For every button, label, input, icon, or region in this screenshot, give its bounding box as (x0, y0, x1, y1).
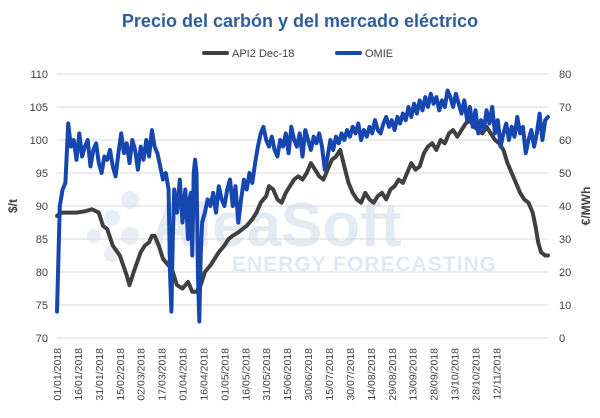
x-tick: 16/01/2018 (73, 348, 85, 401)
watermark-subtitle: ENERGY FORECASTING (232, 253, 497, 276)
x-tick: 28/09/2018 (429, 348, 441, 401)
x-tick: 17/03/2018 (157, 348, 169, 401)
y-tick-left: 80 (36, 267, 48, 279)
y-tick-right: 30 (559, 234, 571, 246)
series-line-api2 (55, 118, 550, 294)
x-tick: 13/09/2018 (408, 348, 420, 401)
series-line-omie (55, 88, 550, 324)
x-tick: 01/01/2018 (52, 348, 64, 401)
x-tick: 01/05/2018 (219, 348, 231, 401)
x-tick: 12/11/2018 (491, 348, 503, 400)
x-tick: 15/02/2018 (115, 348, 127, 401)
y-tick-left: 105 (30, 102, 48, 114)
legend-label-api2: API2 Dec-18 (232, 48, 294, 60)
legend-label-omie: OMIE (365, 48, 393, 60)
x-tick: 15/07/2018 (324, 348, 336, 401)
y-tick-left: 85 (36, 234, 48, 246)
y-tick-right: 20 (559, 267, 571, 279)
y-tick-right: 80 (559, 69, 571, 81)
y-tick-left: 100 (30, 135, 48, 147)
x-tick: 28/10/2018 (470, 348, 482, 401)
y-tick-right: 40 (559, 201, 571, 213)
chart-title: Precio del carbón y del mercado eléctric… (122, 11, 478, 31)
x-tick: 15/06/2018 (282, 348, 294, 401)
y-tick-right: 60 (559, 135, 571, 147)
series-lines (55, 88, 550, 324)
legend: API2 Dec-18 OMIE (202, 48, 393, 60)
y-axis-right: 0 10 20 30 40 50 60 70 80 (559, 69, 571, 345)
x-tick: 14/08/2018 (366, 348, 378, 401)
y-tick-right: 10 (559, 300, 571, 312)
x-tick: 02/03/2018 (136, 348, 148, 401)
watermark-logo: AleaSoft ENERGY FORECASTING (87, 191, 497, 276)
y-axis-left-label: $/t (6, 199, 20, 213)
y-tick-left: 110 (30, 69, 48, 81)
y-tick-right: 70 (559, 102, 571, 114)
x-tick: 16/04/2018 (198, 348, 210, 401)
y-tick-left: 75 (36, 300, 48, 312)
x-tick: 30/07/2018 (345, 348, 357, 401)
y-axis-right-label: €/MWh (579, 187, 593, 226)
y-tick-right: 0 (559, 333, 565, 345)
y-tick-right: 50 (559, 168, 571, 180)
x-tick: 30/06/2018 (303, 348, 315, 401)
y-axis-left: 70 75 80 85 90 95 100 105 110 (30, 69, 48, 345)
x-tick: 31/05/2018 (261, 348, 273, 401)
x-axis: 01/01/2018 16/01/2018 31/01/2018 15/02/2018… (52, 348, 503, 401)
y-tick-left: 90 (36, 201, 48, 213)
y-tick-left: 95 (36, 168, 48, 180)
x-tick: 01/04/2018 (178, 348, 190, 401)
x-tick: 29/08/2018 (387, 348, 399, 401)
x-tick: 31/01/2018 (94, 348, 106, 401)
x-tick: 16/05/2018 (240, 348, 252, 401)
x-tick: 13/10/2018 (450, 348, 462, 401)
y-tick-left: 70 (36, 333, 48, 345)
